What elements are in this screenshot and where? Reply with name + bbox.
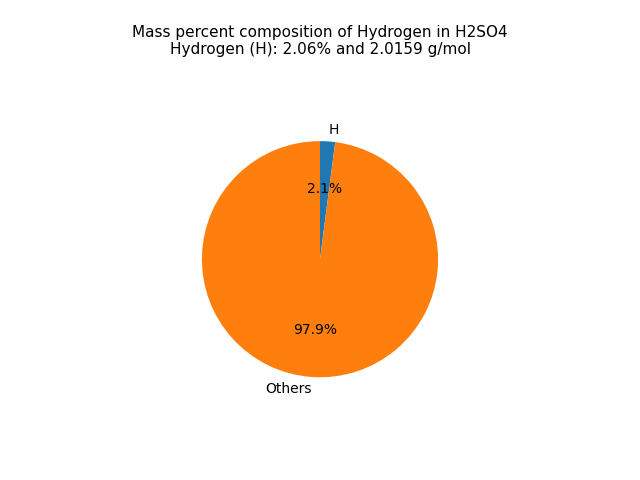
Text: 97.9%: 97.9% <box>293 323 337 337</box>
Wedge shape <box>320 141 335 259</box>
Wedge shape <box>202 141 438 377</box>
Text: Others: Others <box>265 382 312 396</box>
Text: 2.1%: 2.1% <box>307 181 342 195</box>
Text: H: H <box>328 122 339 137</box>
Title: Mass percent composition of Hydrogen in H2SO4
Hydrogen (H): 2.06% and 2.0159 g/m: Mass percent composition of Hydrogen in … <box>132 24 508 57</box>
